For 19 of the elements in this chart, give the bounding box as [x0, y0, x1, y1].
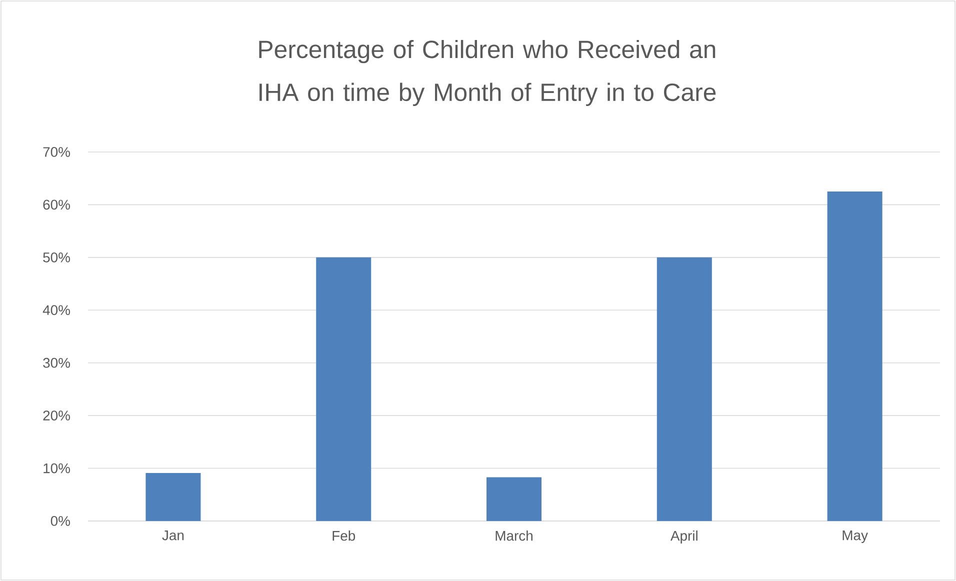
x-tick-label: Feb	[332, 530, 356, 541]
x-tick-label: May	[842, 530, 868, 543]
y-tick-label: 10%	[44, 463, 70, 474]
bar	[486, 477, 542, 521]
y-tick-label: 50%	[43, 252, 70, 262]
y-tick-label: 20%	[43, 410, 70, 420]
x-tick-label: Jan	[162, 530, 184, 540]
x-tick-label: April	[670, 530, 698, 544]
bar	[656, 257, 712, 521]
bar	[827, 192, 882, 521]
x-tick-label: March	[496, 530, 532, 541]
y-tick-label: 70%	[43, 147, 70, 157]
bar	[146, 473, 201, 521]
chart-title: Percentage of Children who Received an IHA on time by Month of Entry in to Care	[259, 40, 716, 106]
y-tick-label: 30%	[43, 358, 70, 368]
y-tick-label: 60%	[43, 200, 70, 210]
y-tick-label: 0%	[50, 516, 70, 526]
bar	[316, 257, 372, 521]
y-tick-label: 40%	[42, 305, 70, 316]
